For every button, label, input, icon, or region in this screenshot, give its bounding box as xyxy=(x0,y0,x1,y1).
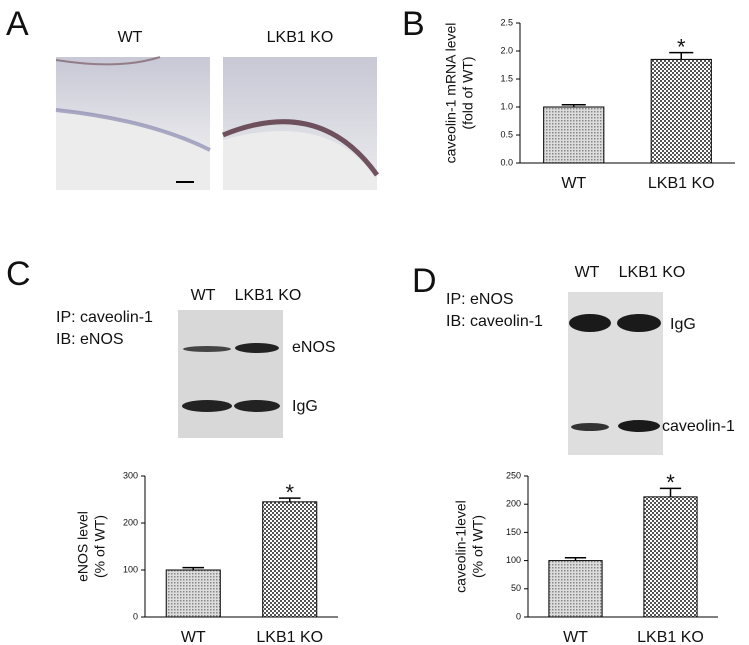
panel-label: B xyxy=(402,5,425,43)
bar xyxy=(165,569,221,618)
x-tick-label: LKB1 KO xyxy=(637,629,704,645)
y-tick-label: 100 xyxy=(123,564,138,574)
bar xyxy=(543,106,605,164)
y-axis-label: caveolin-1 mRNA level xyxy=(443,23,459,164)
y-tick-label: 250 xyxy=(506,470,521,480)
y-tick-label: 200 xyxy=(123,517,138,527)
x-tick-label: WT xyxy=(563,629,588,645)
lane-label: WT xyxy=(575,264,600,281)
panel-label: A xyxy=(6,5,29,43)
ip-label: IP: caveolin-1 xyxy=(56,309,153,326)
y-tick-label: 2.0 xyxy=(500,45,513,55)
y-tick-label: 200 xyxy=(506,499,521,509)
y-tick-label: 1.0 xyxy=(500,101,513,111)
x-tick-label: WT xyxy=(561,175,586,192)
significance-marker: * xyxy=(677,34,686,59)
bar xyxy=(643,496,698,618)
y-axis-label: (fold of WT) xyxy=(460,56,476,129)
y-tick-label: 50 xyxy=(511,583,521,593)
lane-label: WT xyxy=(191,287,216,304)
lane-label: LKB1 KO xyxy=(235,287,302,304)
y-tick-label: 1.5 xyxy=(500,73,513,83)
y-axis-label: (% of WT) xyxy=(470,515,486,578)
band-label: eNOS xyxy=(292,339,336,356)
y-tick-label: 0 xyxy=(516,611,521,621)
bar xyxy=(650,58,712,164)
y-tick-label: 2.5 xyxy=(500,17,513,27)
x-tick-label: LKB1 KO xyxy=(648,175,715,192)
significance-marker: * xyxy=(285,480,294,505)
ib-label: IB: eNOS xyxy=(56,331,124,348)
ip-label: IP: eNOS xyxy=(446,291,514,308)
histology-image xyxy=(55,56,211,190)
western-blot xyxy=(568,292,663,455)
y-tick-label: 0 xyxy=(133,611,138,621)
lane-label: LKB1 KO xyxy=(619,264,686,281)
image-label: WT xyxy=(118,29,143,46)
significance-marker: * xyxy=(666,470,675,495)
bar xyxy=(262,501,318,618)
y-tick-label: 100 xyxy=(506,555,521,565)
ib-label: IB: caveolin-1 xyxy=(446,313,543,330)
western-blot xyxy=(178,310,283,438)
y-axis-label: (% of WT) xyxy=(92,515,108,578)
histology-image xyxy=(222,57,380,190)
bar xyxy=(548,560,603,618)
panel-label: C xyxy=(6,255,31,293)
x-tick-label: LKB1 KO xyxy=(256,629,323,645)
y-tick-label: 0.5 xyxy=(500,129,513,139)
image-label: LKB1 KO xyxy=(267,29,334,46)
y-axis-label: eNOS level xyxy=(75,511,91,582)
x-tick-label: WT xyxy=(181,629,206,645)
panel-label: D xyxy=(412,262,437,300)
band-label: IgG xyxy=(292,398,318,415)
y-tick-label: 150 xyxy=(506,527,521,537)
band-label: IgG xyxy=(670,316,696,333)
y-axis-label: caveolin-1level xyxy=(453,500,469,593)
band-label: caveolin-1 xyxy=(662,418,735,435)
y-tick-label: 300 xyxy=(123,470,138,480)
y-tick-label: 0.0 xyxy=(500,157,513,167)
